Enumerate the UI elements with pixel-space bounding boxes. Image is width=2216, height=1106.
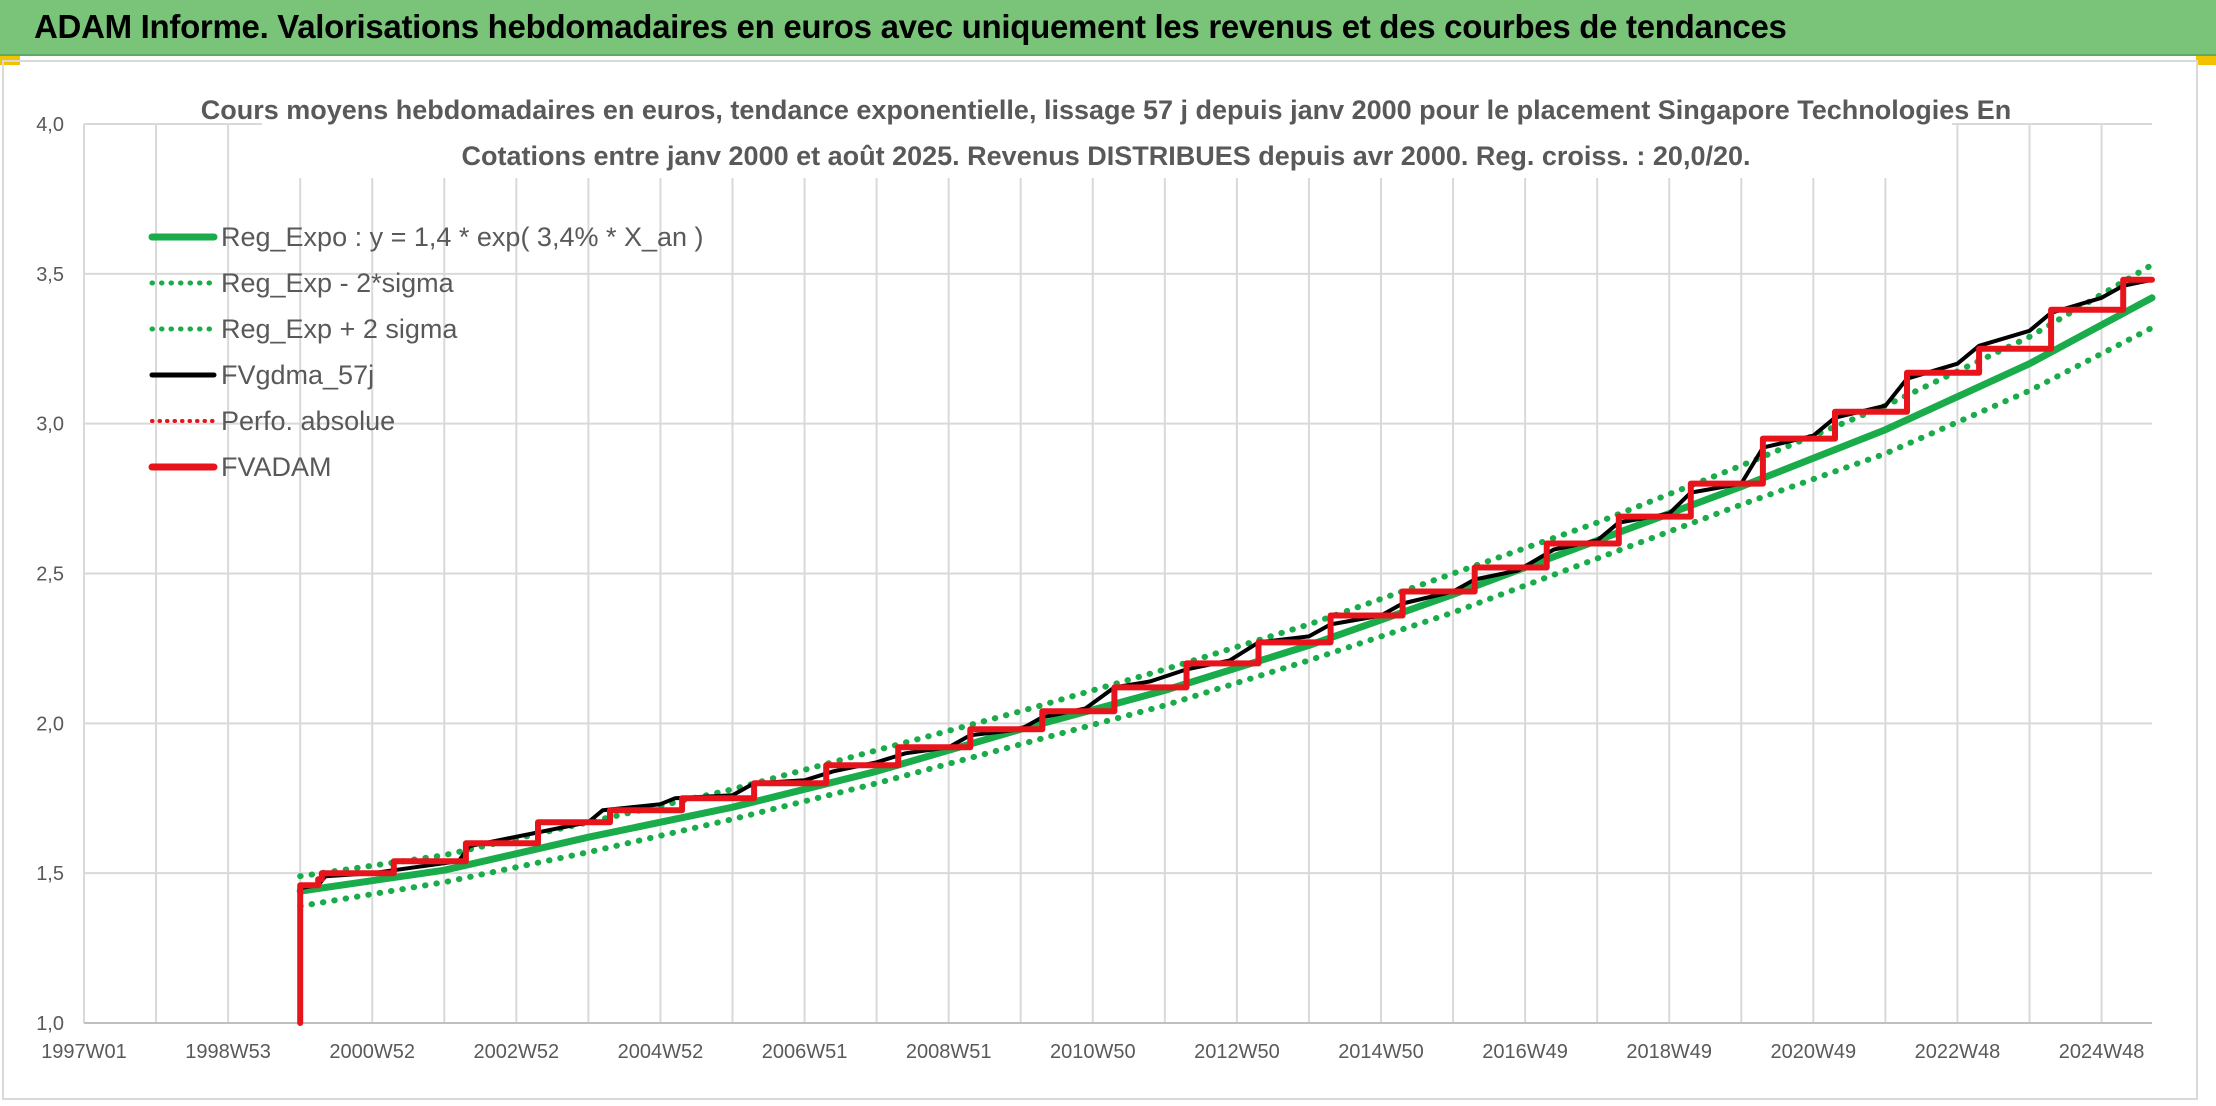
x-tick-label: 2000W52 [329, 1041, 415, 1063]
corner-accent-right [2196, 56, 2216, 65]
reg-expo-line [296, 294, 2156, 895]
x-tick-label: 2008W51 [906, 1041, 992, 1063]
legend-label: Reg_Expo : y = 1,4 * exp( 3,4% * X_an ) [221, 222, 704, 252]
legend-item-reg-plus-2sigma: Reg_Exp + 2 sigma [149, 314, 458, 344]
y-tick-label: 4,0 [36, 114, 64, 136]
legend-item-fvgdma-57j: FVgdma_57j [149, 360, 374, 390]
legend-item-perfo-absolue: Perfo. absolue [150, 406, 395, 436]
report-header: ADAM Informe. Valorisations hebdomadaire… [0, 0, 2216, 56]
x-tick-label: 2012W50 [1194, 1041, 1280, 1063]
x-tick-label: 2004W52 [618, 1041, 704, 1063]
grid-lines [83, 123, 2152, 1024]
chart-frame [2, 60, 2198, 1100]
reg-minus-2sigma-line [297, 324, 2155, 910]
chart-legend: Reg_Expo : y = 1,4 * exp( 3,4% * X_an ) R… [148, 222, 704, 482]
x-tick-label: 2002W52 [474, 1041, 560, 1063]
legend-item-reg-minus-2sigma: Reg_Exp - 2*sigma [149, 268, 455, 298]
legend-label: Reg_Exp - 2*sigma [221, 268, 455, 298]
fvadam-line [297, 276, 2155, 1026]
x-tick-label: 2022W48 [1915, 1041, 2001, 1063]
legend-label: FVgdma_57j [221, 360, 374, 390]
y-tick-label: 1,0 [36, 1013, 64, 1035]
legend-item-fvadam: FVADAM [148, 452, 332, 482]
y-tick-label: 2,0 [36, 713, 64, 735]
x-tick-label: 2014W50 [1338, 1041, 1424, 1063]
series-lines [296, 261, 2156, 1026]
y-tick-label: 2,5 [36, 564, 64, 586]
x-tick-label: 2016W49 [1482, 1041, 1568, 1063]
x-tick-label: 2020W49 [1771, 1041, 1857, 1063]
x-tick-label: 1997W01 [41, 1041, 127, 1063]
x-tick-label: 2006W51 [762, 1041, 848, 1063]
chart-title-line: Cours moyens hebdomadaires en euros, ten… [201, 95, 2012, 125]
x-tick-label: 2018W49 [1626, 1041, 1712, 1063]
legend-label: Perfo. absolue [221, 406, 395, 436]
y-tick-label: 3,5 [36, 264, 64, 286]
legend-label: Reg_Exp + 2 sigma [221, 314, 458, 344]
x-tick-label: 2010W50 [1050, 1041, 1136, 1063]
reg-plus-2sigma-line [297, 261, 2155, 880]
report-title: ADAM Informe. Valorisations hebdomadaire… [34, 8, 1787, 45]
x-tick-label: 2024W48 [2059, 1041, 2145, 1063]
y-tick-label: 3,0 [36, 414, 64, 436]
chart-title: Cours moyens hebdomadaires en euros, ten… [201, 82, 2012, 178]
legend-label: FVADAM [221, 452, 332, 482]
chart-title-line: Cotations entre janv 2000 et août 2025. … [461, 141, 1750, 171]
y-tick-label: 1,5 [36, 863, 64, 885]
x-axis-ticks: 1997W01 1998W53 2000W52 2002W52 2004W52 2006W… [41, 1041, 2144, 1063]
legend-item-reg-expo: Reg_Expo : y = 1,4 * exp( 3,4% * X_an ) [148, 222, 704, 252]
y-axis-ticks: 1,0 1,5 2,0 2,5 3,0 3,5 4,0 [36, 114, 64, 1035]
chart-title-background [262, 82, 1952, 178]
x-tick-label: 1998W53 [185, 1041, 271, 1063]
